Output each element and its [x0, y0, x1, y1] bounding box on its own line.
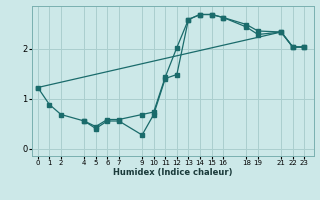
X-axis label: Humidex (Indice chaleur): Humidex (Indice chaleur): [113, 168, 233, 177]
